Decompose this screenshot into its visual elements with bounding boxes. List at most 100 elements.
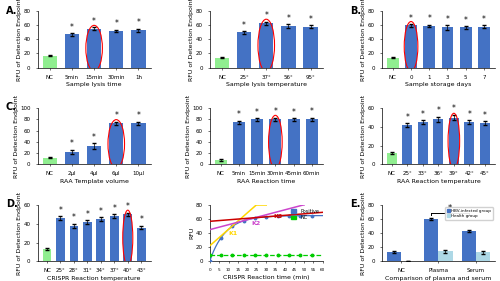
Text: *: * [92, 17, 96, 26]
Text: *: * [72, 213, 76, 222]
X-axis label: Comparison of plasma and serum: Comparison of plasma and serum [385, 276, 492, 281]
NC [244, 254, 250, 257]
NC [252, 254, 258, 257]
Bar [109, 123, 124, 164]
Text: *: * [237, 110, 241, 119]
Y-axis label: RFU of Detection Endpoint: RFU of Detection Endpoint [186, 95, 191, 178]
Bar [460, 28, 471, 67]
Text: *: * [99, 207, 103, 216]
Y-axis label: RFU of Detection Endpoint: RFU of Detection Endpoint [17, 0, 22, 81]
Y-axis label: RFU of Detection Endpoint: RFU of Detection Endpoint [362, 95, 366, 178]
Text: *: * [286, 13, 290, 22]
Line: Positive: Positive [208, 214, 324, 262]
Positive [320, 214, 326, 217]
Bar [131, 123, 146, 164]
Bar [442, 28, 454, 67]
Text: *: * [264, 12, 268, 21]
Bar [65, 152, 79, 164]
Text: *: * [464, 16, 468, 25]
Text: *: * [406, 113, 409, 122]
Text: *: * [58, 206, 62, 215]
Bar [424, 26, 435, 67]
Bar [96, 219, 105, 261]
Bar [476, 252, 490, 261]
Bar [42, 56, 57, 67]
X-axis label: Sample lysis time: Sample lysis time [66, 82, 122, 87]
Text: *: * [92, 133, 96, 142]
Text: *: * [308, 15, 312, 24]
Legend: Positive, NC: Positive, NC [290, 207, 320, 222]
Text: *: * [482, 15, 486, 24]
Bar [270, 119, 281, 164]
Bar [83, 222, 92, 261]
Y-axis label: RFU of Detection Endpoint: RFU of Detection Endpoint [14, 95, 18, 178]
Text: *: * [242, 21, 246, 30]
Text: *: * [468, 110, 471, 119]
Text: E.: E. [350, 200, 360, 209]
Positive [288, 214, 294, 217]
Text: *: * [114, 111, 118, 120]
Bar [387, 252, 401, 261]
Bar [70, 226, 78, 261]
Text: *: * [452, 104, 456, 113]
Bar [215, 160, 226, 164]
Text: C.: C. [6, 103, 17, 112]
Bar [478, 27, 490, 67]
Y-axis label: RFU: RFU [190, 227, 194, 239]
Text: K3: K3 [274, 214, 283, 219]
X-axis label: RAA Reaction temperature: RAA Reaction temperature [396, 179, 480, 184]
Text: *: * [114, 19, 118, 28]
Bar [387, 58, 398, 67]
Text: *: * [136, 19, 140, 28]
Bar [418, 122, 428, 164]
Text: *: * [255, 108, 259, 117]
Bar [42, 249, 51, 261]
Text: B.: B. [350, 6, 361, 16]
Text: *: * [70, 23, 74, 32]
NC [288, 254, 294, 257]
Text: K2: K2 [251, 221, 260, 226]
Bar [233, 122, 245, 164]
Bar [65, 35, 79, 67]
Y-axis label: RFU of Detection Endpoint: RFU of Detection Endpoint [190, 0, 194, 81]
Bar [405, 25, 417, 67]
Text: *: * [436, 106, 440, 115]
Text: K1: K1 [228, 231, 238, 235]
Text: *: * [140, 215, 143, 224]
Bar [56, 218, 65, 261]
Text: D.: D. [6, 200, 18, 209]
Bar [306, 119, 318, 164]
Bar [281, 26, 295, 67]
Text: *: * [86, 210, 89, 219]
Bar [251, 119, 263, 164]
Text: *: * [292, 108, 296, 117]
NC [320, 254, 326, 257]
Bar [87, 146, 102, 164]
Bar [449, 117, 459, 164]
Positive [220, 233, 226, 237]
X-axis label: RAA Reaction time: RAA Reaction time [237, 179, 296, 184]
Bar [480, 123, 490, 164]
Positive [252, 217, 258, 220]
Text: *: * [446, 15, 450, 24]
Bar [424, 219, 438, 261]
Y-axis label: RFU of Detection Endpoint: RFU of Detection Endpoint [17, 192, 22, 275]
Text: *: * [421, 110, 425, 119]
Bar [131, 30, 146, 67]
Text: *: * [483, 111, 487, 120]
Text: *: * [448, 204, 452, 213]
Text: *: * [70, 139, 74, 148]
Bar [259, 23, 274, 67]
Bar [288, 119, 300, 164]
Bar [215, 58, 229, 67]
Positive [289, 214, 295, 217]
Bar [438, 251, 452, 261]
Text: *: * [409, 13, 413, 22]
X-axis label: Sample lysis temperature: Sample lysis temperature [226, 82, 307, 87]
Bar [87, 29, 102, 67]
Positive [206, 260, 212, 263]
X-axis label: CRISPR Reaction temperature: CRISPR Reaction temperature [48, 276, 141, 281]
X-axis label: CRISPR Reaction time (min): CRISPR Reaction time (min) [223, 275, 310, 280]
Y-axis label: RFU of Detection Endpoint: RFU of Detection Endpoint [362, 0, 366, 81]
Bar [464, 122, 474, 164]
